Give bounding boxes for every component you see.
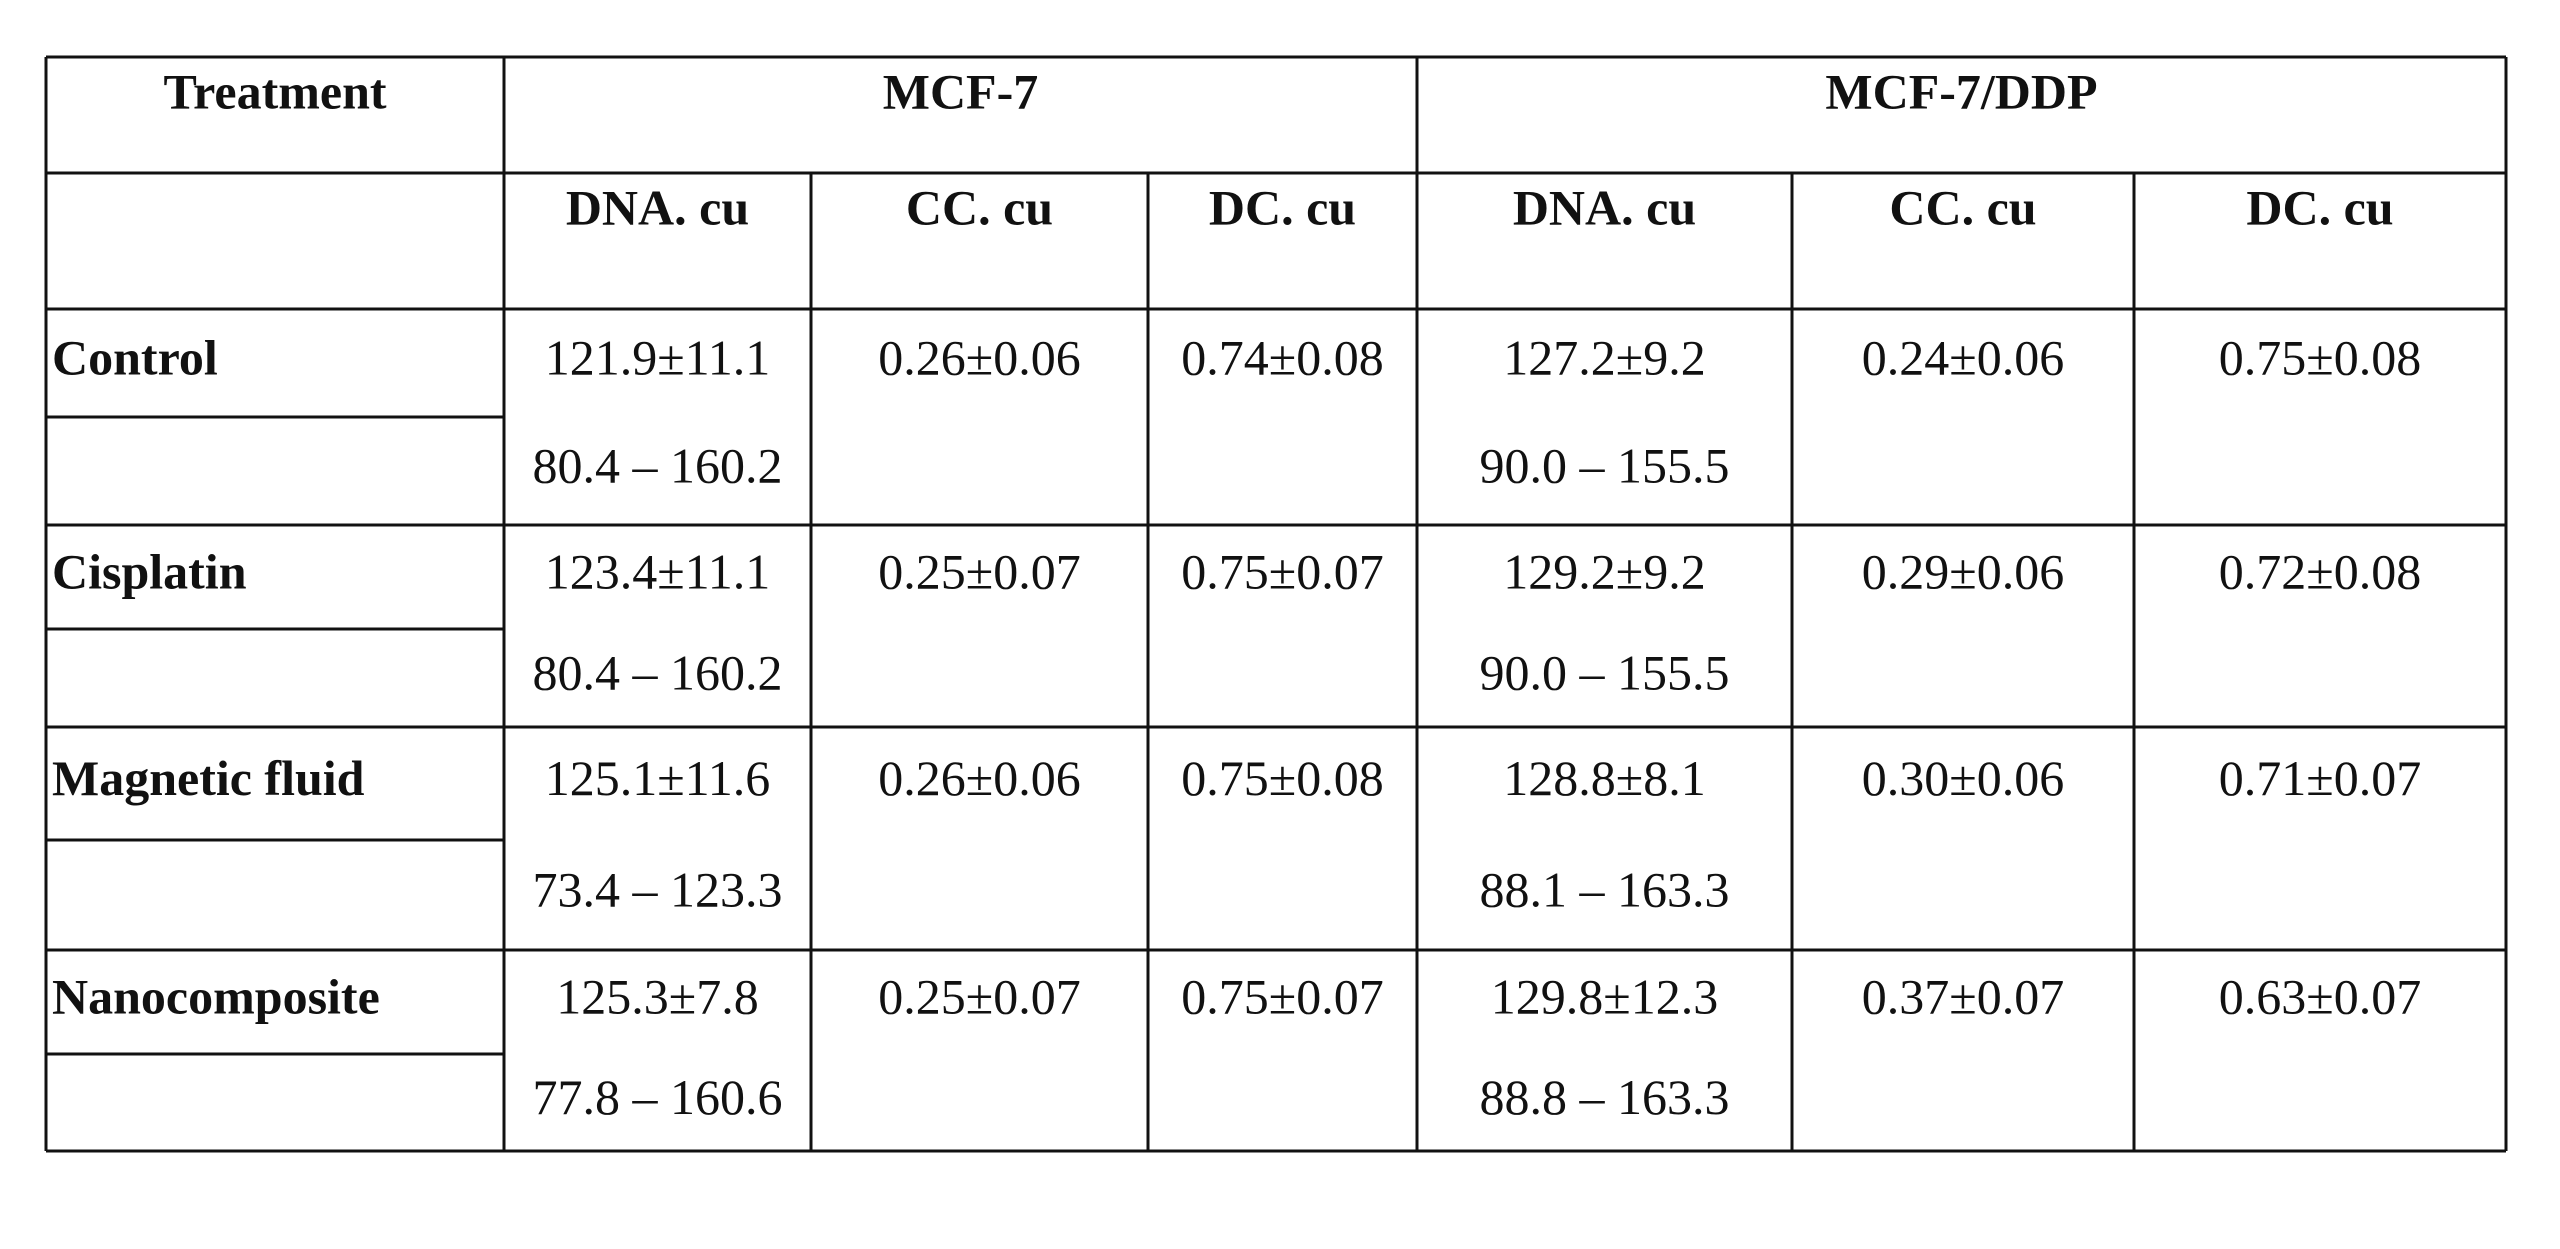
header-cell: Treatment xyxy=(163,63,386,119)
table-cell: 0.29±0.06 xyxy=(1862,543,2064,599)
column-header: DC. cu xyxy=(1209,179,1356,235)
table-cell: 0.24±0.06 xyxy=(1862,329,2064,385)
column-header: DNA. cu xyxy=(1513,179,1696,235)
column-header: CC. cu xyxy=(1889,179,2036,235)
table-cell: 0.72±0.08 xyxy=(2219,543,2421,599)
table-cell: 0.26±0.06 xyxy=(878,750,1080,806)
table-cell: 0.37±0.07 xyxy=(1862,968,2064,1024)
row-label: Control xyxy=(52,329,218,385)
table-cell: 0.25±0.07 xyxy=(878,968,1080,1024)
table-cell: 0.26±0.06 xyxy=(878,329,1080,385)
table-cell: 129.2±9.2 xyxy=(1503,543,1705,599)
range-cell: 90.0 – 155.5 xyxy=(1480,437,1730,493)
table-cell: 129.8±12.3 xyxy=(1491,968,1718,1024)
table-cell: 125.1±11.6 xyxy=(545,750,771,806)
range-cell: 77.8 – 160.6 xyxy=(533,1069,783,1125)
range-cell: 80.4 – 160.2 xyxy=(533,437,783,493)
range-cell: 80.4 – 160.2 xyxy=(533,644,783,700)
column-header: DNA. cu xyxy=(566,179,749,235)
column-header: CC. cu xyxy=(906,179,1053,235)
group-header: MCF-7/DDP xyxy=(1825,63,2097,119)
range-cell: 88.1 – 163.3 xyxy=(1480,861,1730,917)
table-cell: 0.75±0.07 xyxy=(1181,543,1383,599)
table-cell: 0.71±0.07 xyxy=(2219,750,2421,806)
row-label: Cisplatin xyxy=(52,543,247,599)
table-cell: 125.3±7.8 xyxy=(556,968,758,1024)
table-cell: 0.25±0.07 xyxy=(878,543,1080,599)
table-cell: 121.9±11.1 xyxy=(545,329,771,385)
table-cell: 0.74±0.08 xyxy=(1181,329,1383,385)
table-cell: 128.8±8.1 xyxy=(1503,750,1705,806)
row-label: Nanocomposite xyxy=(52,968,380,1024)
group-header: MCF-7 xyxy=(883,63,1039,119)
range-cell: 88.8 – 163.3 xyxy=(1480,1069,1730,1125)
table-cell: 127.2±9.2 xyxy=(1503,329,1705,385)
range-cell: 73.4 – 123.3 xyxy=(533,861,783,917)
column-header: DC. cu xyxy=(2246,179,2393,235)
table-cell: 0.30±0.06 xyxy=(1862,750,2064,806)
range-cell: 90.0 – 155.5 xyxy=(1480,644,1730,700)
table-cell: 0.75±0.08 xyxy=(1181,750,1383,806)
table-cell: 0.63±0.07 xyxy=(2219,968,2421,1024)
table-cell: 123.4±11.1 xyxy=(545,543,771,599)
table-cell: 0.75±0.07 xyxy=(1181,968,1383,1024)
table-cell: 0.75±0.08 xyxy=(2219,329,2421,385)
row-label: Magnetic fluid xyxy=(52,750,365,806)
